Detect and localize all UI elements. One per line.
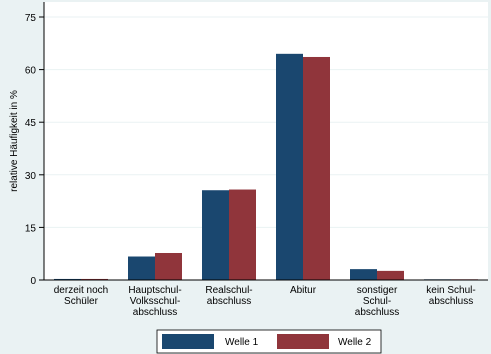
bar-2-2 bbox=[155, 252, 182, 280]
bar-1-2 bbox=[128, 256, 155, 280]
x-axis: derzeit noch Schüler Hauptschul-Volksschul… bbox=[44, 279, 488, 318]
x-tick-label-2: Hauptschul-Volksschul-abschluss bbox=[128, 285, 181, 318]
legend-label-2: Welle 2 bbox=[338, 337, 372, 348]
y-tick-label: 75 bbox=[25, 13, 37, 24]
y-tick-label: 45 bbox=[25, 118, 37, 129]
bars bbox=[54, 53, 478, 281]
bar-2-1 bbox=[81, 278, 108, 280]
bar-2-4 bbox=[303, 56, 330, 281]
y-tick-label: 15 bbox=[25, 223, 37, 234]
y-tick-label: 0 bbox=[30, 276, 36, 287]
y-tick-label: 60 bbox=[25, 66, 37, 77]
y-axis-title: relative Häufigkeit in % bbox=[9, 90, 20, 192]
bar-2-3 bbox=[229, 189, 256, 280]
x-tick-label-4: Abitur bbox=[290, 285, 317, 296]
legend-label-1: Welle 1 bbox=[225, 337, 259, 348]
legend: Welle 1 Welle 2 bbox=[156, 329, 382, 354]
plot-area bbox=[44, 2, 488, 280]
x-tick-label-5: sonstiger Schul-abschluss bbox=[355, 285, 399, 318]
legend-swatch-2 bbox=[277, 334, 329, 349]
x-tick-label-6: kein Schul-abschluss bbox=[426, 285, 475, 307]
bar-1-1 bbox=[54, 278, 81, 280]
y-axis: 0 15 30 45 60 75 bbox=[25, 2, 45, 287]
gridlines bbox=[44, 16, 488, 228]
bar-1-5 bbox=[350, 269, 377, 280]
bar-2-5 bbox=[377, 270, 404, 280]
y-tick-label: 30 bbox=[25, 171, 37, 182]
x-tick-label-1: derzeit noch Schüler bbox=[54, 285, 108, 307]
bar-1-4 bbox=[276, 53, 303, 280]
legend-swatch-1 bbox=[162, 334, 214, 349]
x-tick-label-3: Realschul-abschluss bbox=[205, 285, 252, 307]
bar-1-3 bbox=[202, 190, 229, 280]
